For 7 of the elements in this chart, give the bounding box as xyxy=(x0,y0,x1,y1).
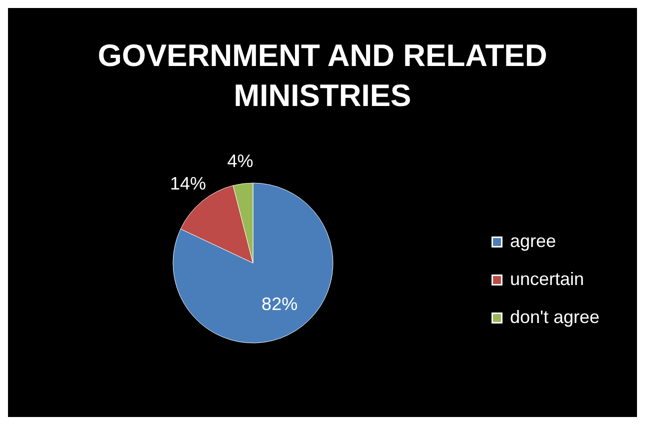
chart-title: GOVERNMENT AND RELATED MINISTRIES xyxy=(98,38,548,113)
data-label: 4% xyxy=(227,150,254,171)
data-label: 14% xyxy=(170,173,206,194)
legend-label: uncertain xyxy=(510,269,584,289)
legend-label: don't agree xyxy=(510,307,600,327)
legend-label: agree xyxy=(510,231,556,251)
data-label: 82% xyxy=(262,294,298,314)
